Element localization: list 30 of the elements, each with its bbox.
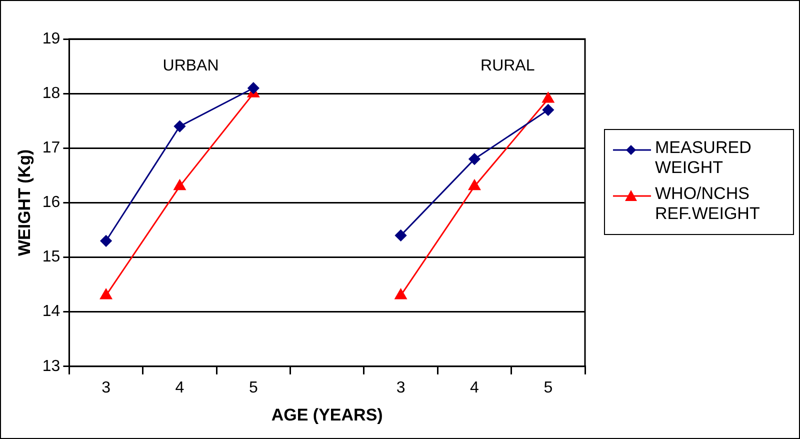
point (174, 120, 186, 132)
x-axis-title: AGE (YEARS) (271, 405, 383, 424)
x-tick-label: 5 (544, 379, 553, 396)
x-tick-label: 5 (248, 379, 258, 396)
point (468, 180, 480, 190)
point (542, 92, 554, 103)
point (542, 104, 554, 116)
point (394, 288, 407, 300)
x-tick-label: 3 (396, 379, 406, 396)
legend-label: MEASURED WEIGHT (655, 138, 752, 178)
y-tick-label: 15 (42, 248, 60, 266)
legend-label: WHO/NCHS REF.WEIGHT (655, 184, 761, 224)
x-tick-label: 4 (175, 379, 184, 396)
y-tick-label: 13 (42, 358, 60, 375)
y-tick-label: 18 (42, 84, 60, 102)
point (395, 230, 407, 242)
annotation: RURAL (480, 58, 535, 75)
point (468, 153, 480, 165)
y-tick-label: 17 (42, 140, 60, 157)
y-tick-label: 16 (42, 194, 60, 212)
y-tick-label: 19 (42, 30, 60, 48)
y-axis-title: WEIGHT (Kg) (14, 149, 34, 256)
annotation: URBAN (162, 58, 219, 75)
point (100, 235, 112, 247)
x-tick-label: 3 (102, 379, 111, 396)
point (100, 288, 112, 300)
point (248, 82, 260, 94)
point (174, 180, 186, 190)
x-tick-label: 4 (470, 379, 480, 396)
y-tick-label: 14 (42, 303, 60, 320)
